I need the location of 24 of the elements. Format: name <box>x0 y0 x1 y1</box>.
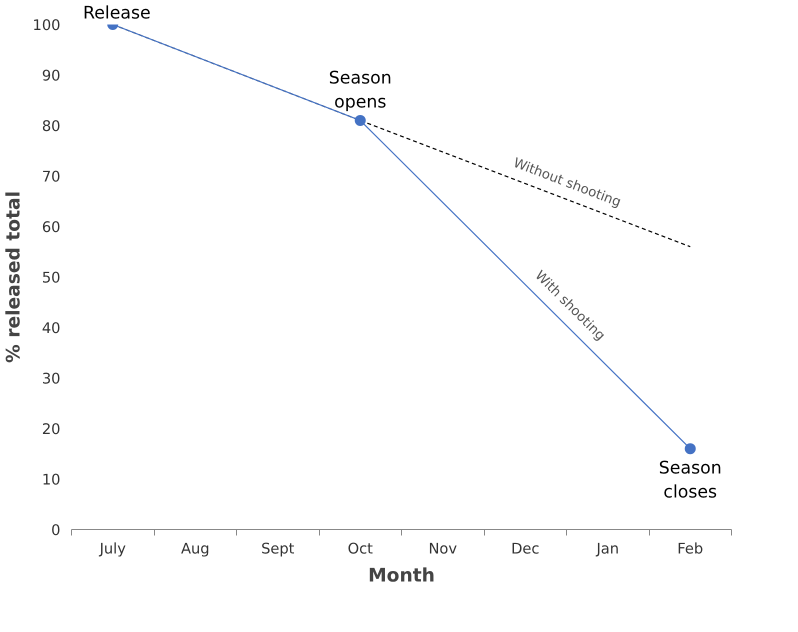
x-axis-title: Month <box>368 566 435 586</box>
annotation: Season closes <box>658 458 722 503</box>
y-tick-label: 80 <box>42 118 61 135</box>
y-tick-label: 0 <box>51 522 61 539</box>
x-tick-label: Nov <box>428 540 458 558</box>
y-tick-label: 60 <box>42 219 61 236</box>
y-tick-label: 30 <box>42 370 61 388</box>
x-tick-label: Aug <box>180 540 210 558</box>
y-tick-label: 40 <box>42 320 61 337</box>
y-tick-label: 90 <box>42 68 61 84</box>
x-tick-label: July <box>98 540 126 558</box>
y-tick-label: 100 <box>32 17 61 34</box>
y-axis-title: % released total <box>4 191 25 363</box>
x-tick-label: Sept <box>261 540 295 558</box>
x-tick-label: Dec <box>511 540 540 558</box>
y-tick-label: 50 <box>42 270 61 286</box>
annotation: Release <box>83 4 151 24</box>
y-tick-label: 10 <box>42 472 61 488</box>
annotation: Season opens <box>328 68 392 112</box>
y-tick-label: 20 <box>42 421 61 438</box>
y-tick-label: 70 <box>42 168 61 186</box>
x-tick-label: Jan <box>595 540 620 558</box>
x-tick-label: Feb <box>677 540 704 558</box>
x-tick-label: Oct <box>348 540 374 558</box>
